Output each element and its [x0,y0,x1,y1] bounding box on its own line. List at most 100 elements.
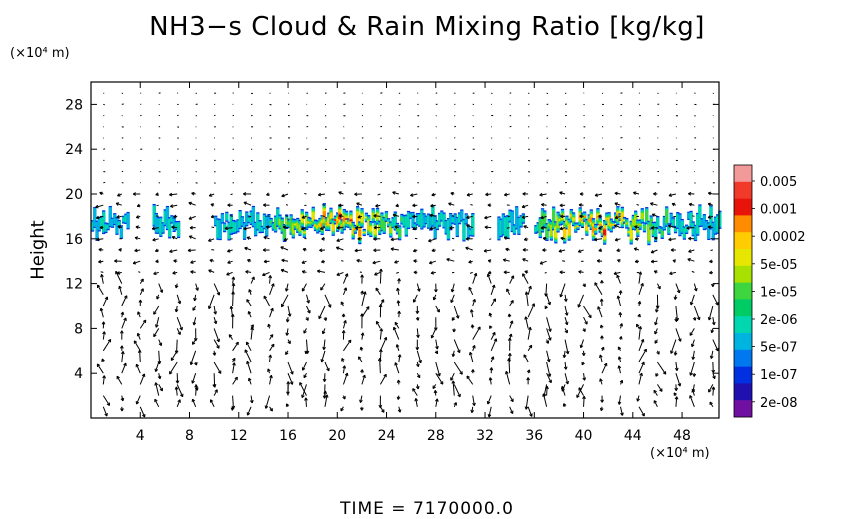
wind-arrow [546,350,550,363]
cloud-cell [451,217,455,222]
wind-arrow [559,283,566,298]
wind-arrow-head [246,361,248,365]
cloud-cell [440,212,444,220]
wind-arrow-head [177,399,181,402]
wind-arrow-head [343,287,347,291]
wind-arrow-head [451,380,454,384]
wind-arrow-head [416,310,420,314]
wind-arrow-head [187,250,191,253]
cloud-cell [653,224,658,240]
cloud-cell [411,213,415,227]
wind-arrow [484,215,492,219]
wind-arrow [269,354,272,363]
wind-arrow [95,204,104,208]
wind-arrow [210,399,215,408]
wind-arrow [654,317,658,326]
wind-arrow-head [542,249,546,252]
wind-arrow-head [655,374,659,377]
wind-arrow [390,238,399,241]
wind-arrow-head [707,192,711,196]
wind-arrow-head [197,287,199,291]
wind-arrow-head [243,202,247,205]
wind-arrow-head [196,387,199,391]
wind-arrow-head [383,336,387,340]
cloud-cell [311,212,315,221]
y-tick-label: 12 [65,277,83,293]
colorbar-swatch [734,383,752,401]
wind-arrow-head [338,191,342,195]
wind-arrow [390,248,399,251]
wind-arrow-head [465,238,469,241]
wind-arrow [428,238,436,242]
wind-arrow [563,350,566,358]
cloud-cell [464,214,468,224]
wind-arrow-head [417,317,420,321]
wind-arrow [466,215,473,219]
cloud-cell [471,215,475,235]
wind-arrow [527,159,531,162]
wind-arrow-head [280,269,284,273]
wind-arrow-head [124,295,128,298]
wind-arrow-head [522,193,526,196]
wind-arrow [708,305,714,321]
wind-arrow-head [650,203,653,206]
wind-arrow-head [578,271,582,274]
wind-arrow [304,192,307,195]
wind-arrow [583,396,585,407]
wind-arrow-head [247,412,251,416]
cloud-cell [678,214,682,236]
wind-arrow [208,294,215,309]
wind-arrow [213,317,217,324]
wind-arrow-head [466,194,471,197]
wind-arrow-head [360,313,363,317]
wind-arrow [373,215,381,217]
wind-arrow [594,193,603,197]
wind-arrow-head [191,192,195,196]
wind-arrow-head [657,305,660,309]
wind-arrow [121,295,128,307]
wind-arrow-head [560,294,563,298]
cloud-cell [154,214,158,233]
wind-arrow-head [598,250,602,253]
wind-arrow-head [179,300,182,304]
wind-arrow [509,395,514,402]
cloud-cell [649,218,653,227]
wind-arrow [243,201,252,206]
wind-arrow [232,395,234,409]
cloud-cell [336,220,340,224]
wind-arrow-head [121,408,124,412]
wind-arrow-head [417,334,420,338]
wind-arrow [135,363,141,374]
cloud-cell [165,207,170,229]
wind-arrow-head [356,202,359,206]
wind-arrow-head [600,346,604,350]
wind-arrow [306,294,310,304]
colorbar-swatch [734,316,752,334]
wind-arrow [675,283,680,294]
cloud-cell [567,225,571,234]
wind-arrow-head [431,194,435,197]
wind-arrow [301,384,307,398]
wind-arrow-head [489,367,492,371]
cloud-cell [344,218,349,220]
wind-arrow-head [634,226,638,229]
wind-arrow [669,271,677,275]
wind-arrow-head [484,226,488,230]
wind-arrow-head [269,374,272,378]
wind-arrow-head [653,270,657,274]
wind-arrow [487,273,492,284]
wind-arrow-head [524,271,528,274]
wind-arrow-head [383,373,387,377]
wind-arrow [597,306,603,318]
wind-arrow [213,361,222,374]
wind-arrow-head [450,378,454,381]
cloud-cell [280,221,284,231]
x-tick-label: 28 [427,428,445,444]
wind-arrow-head [214,389,218,392]
cloud-cell [172,218,176,231]
time-label: TIME = 7170000.0 [340,499,514,519]
wind-arrow [638,271,642,284]
wind-arrow-head [159,360,162,365]
wind-arrow [490,332,496,340]
wind-arrow-head [410,195,414,197]
